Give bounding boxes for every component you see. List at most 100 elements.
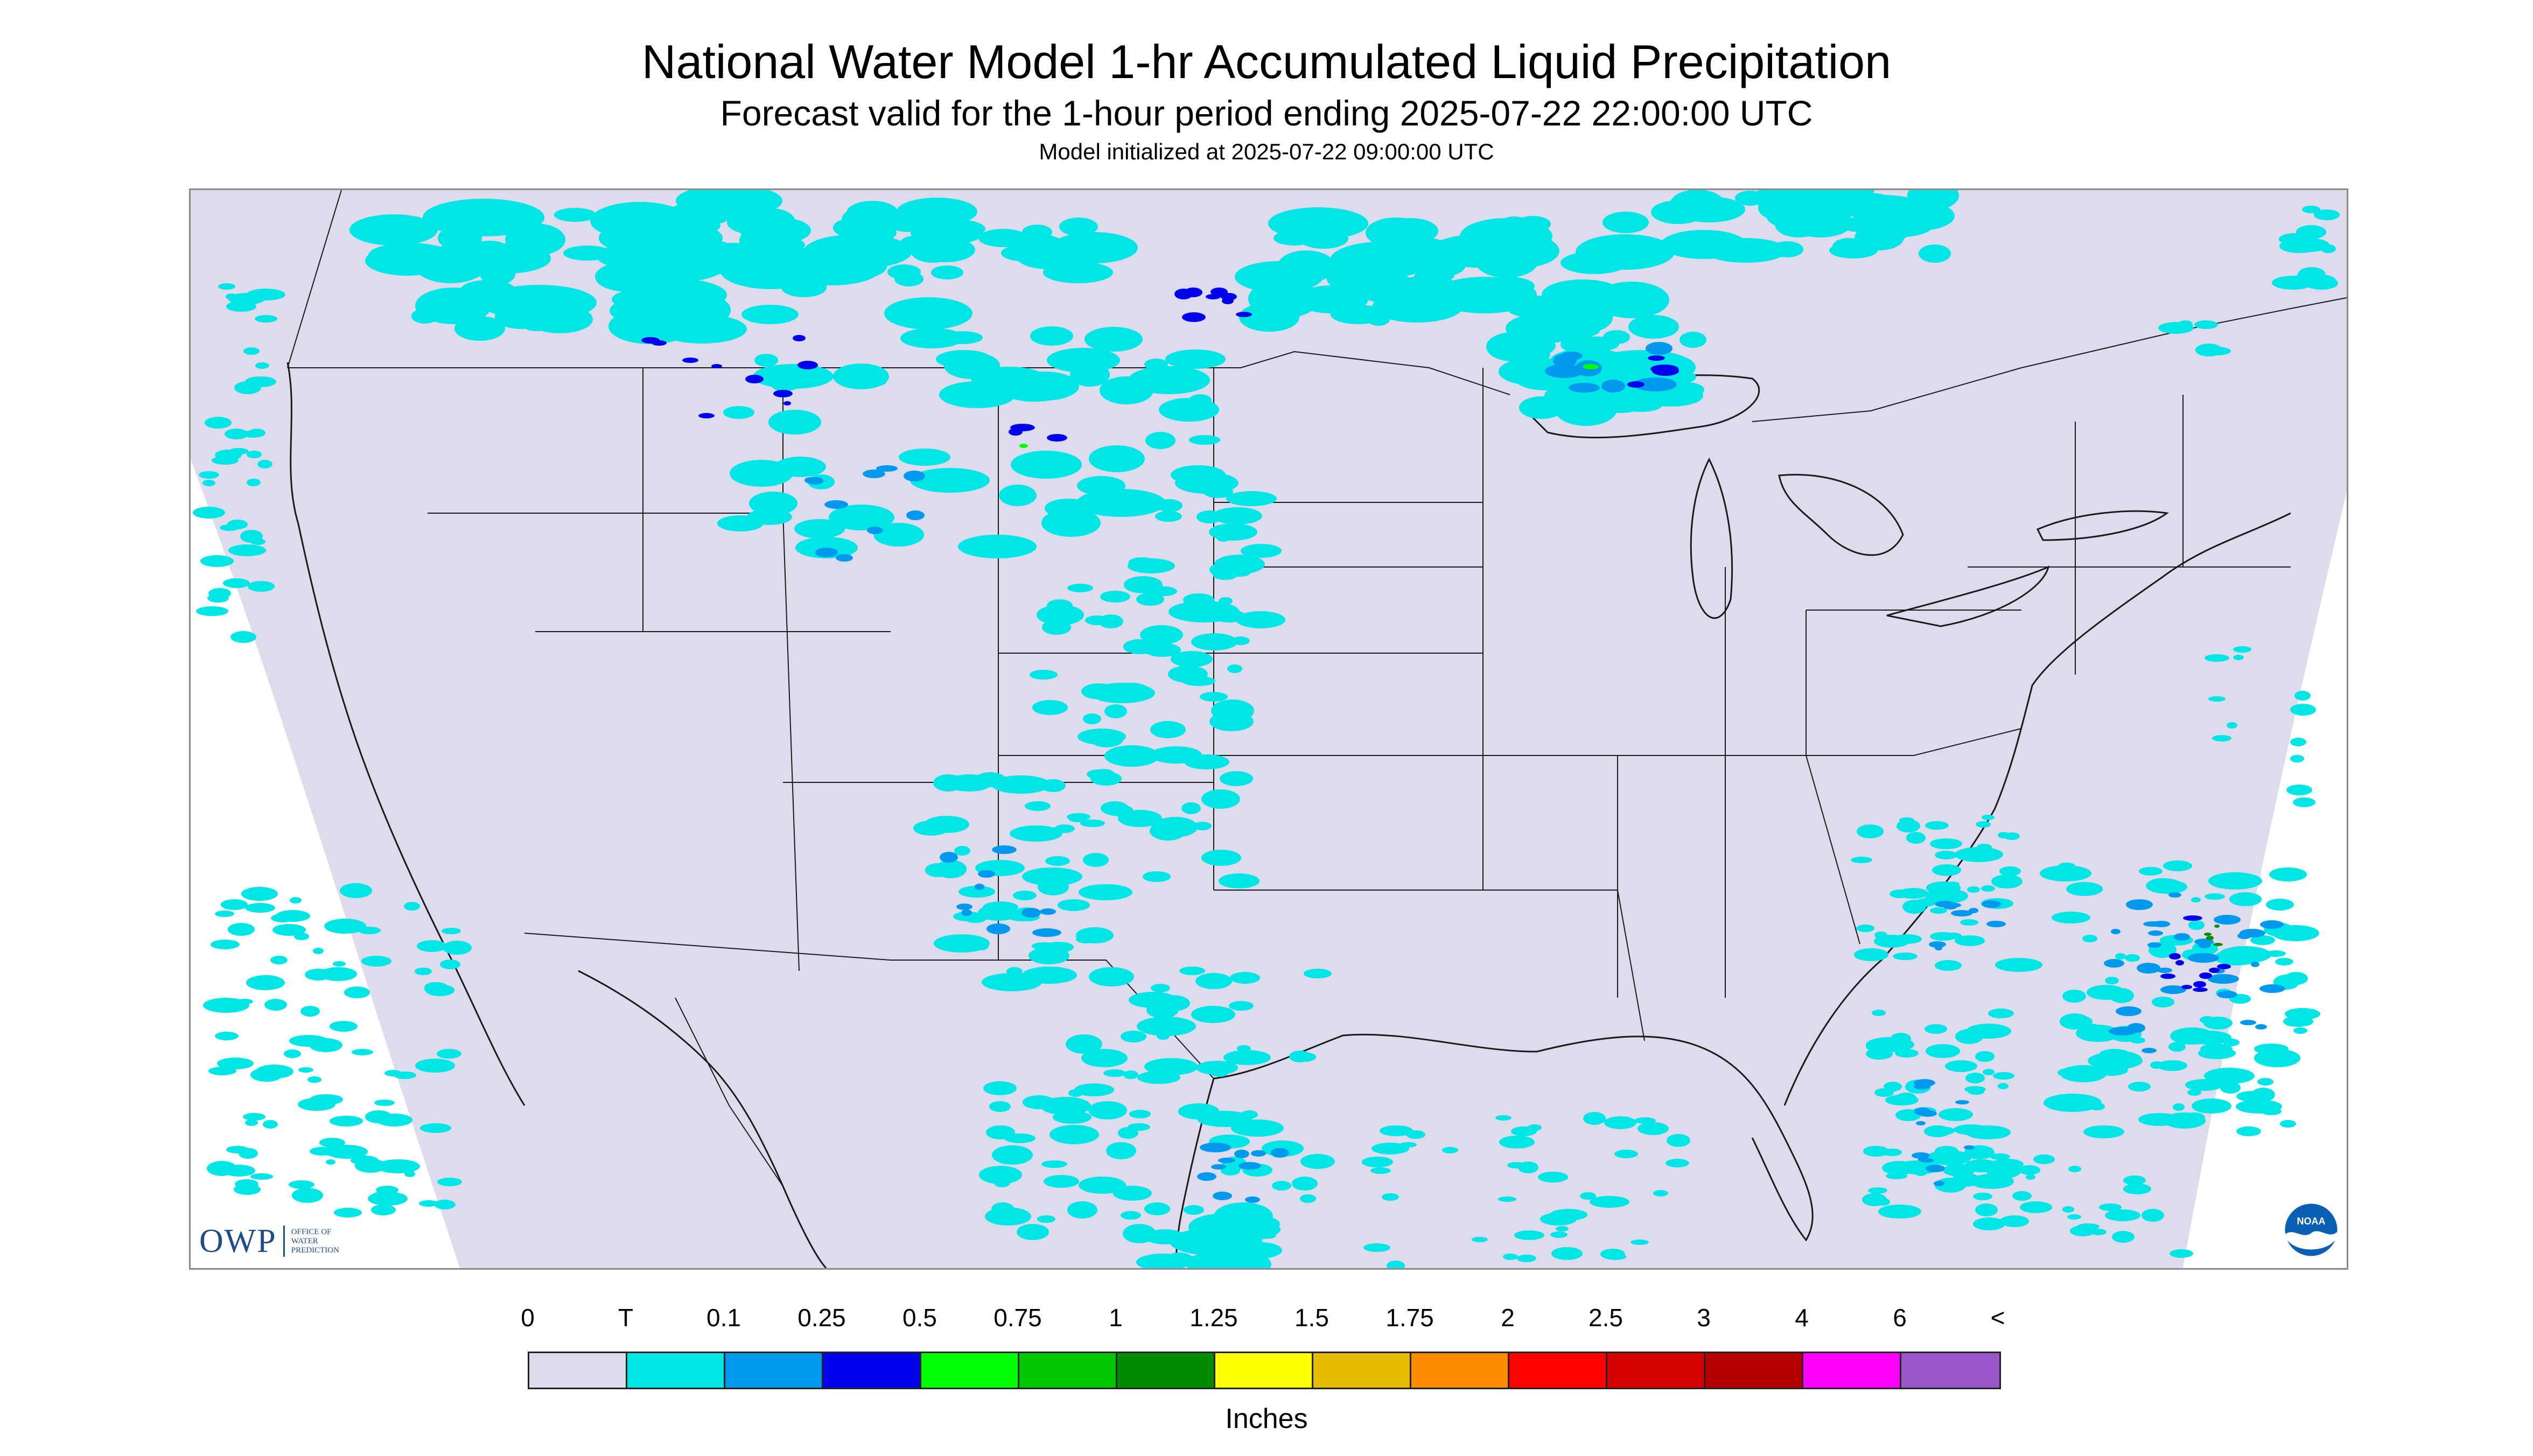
precip-cell: [1030, 326, 1073, 346]
precip-cell: [1274, 230, 1314, 246]
precip-cell: [1680, 332, 1706, 348]
precip-cell: [247, 479, 261, 486]
precip-cell: [2208, 696, 2226, 702]
precip-cell: [1569, 383, 1600, 393]
precip-cell: [931, 265, 963, 279]
precip-cell: [2296, 225, 2326, 239]
precip-cell: [1387, 1261, 1405, 1268]
precip-cell: [1196, 510, 1222, 523]
precip-cell: [911, 239, 955, 263]
precip-cell: [1973, 1217, 2005, 1230]
precip-cell: [1128, 1123, 1150, 1131]
precip-cell: [2212, 735, 2231, 741]
legend-label: <: [1990, 1304, 2005, 1332]
precip-cell: [255, 362, 269, 369]
precip-cell: [956, 904, 972, 910]
precip-cell: [1053, 1111, 1091, 1124]
precip-cell: [247, 289, 285, 300]
precip-cell: [2070, 1226, 2096, 1236]
precip-cell: [1209, 523, 1257, 541]
precip-cell: [1289, 1051, 1311, 1062]
color-legend: [528, 1352, 2001, 1389]
precip-cell: [1045, 499, 1092, 518]
precip-cell: [2213, 943, 2223, 946]
precip-cell: [424, 982, 449, 995]
precip-cell: [1926, 881, 1961, 894]
precip-cell: [1174, 289, 1193, 299]
precip-cell: [1499, 1136, 1535, 1149]
precip-cell: [471, 241, 508, 255]
precip-cell: [2209, 968, 2220, 973]
precip-cell: [2200, 1044, 2233, 1054]
precip-cell: [1137, 1071, 1180, 1084]
legend-swatch: [1215, 1353, 1313, 1388]
precip-cell: [1059, 218, 1098, 236]
precip-cell: [1925, 821, 1949, 830]
precip-cell: [460, 280, 515, 299]
legend-label: 0.1: [706, 1304, 741, 1332]
precip-cell: [2233, 655, 2244, 660]
precip-cell: [2115, 953, 2126, 960]
precip-cell: [876, 465, 898, 472]
precip-cell: [1935, 901, 1955, 907]
precip-cell: [334, 1208, 362, 1217]
precip-cell: [989, 1101, 1011, 1112]
precip-cell: [1551, 1247, 1583, 1260]
precip-cell: [793, 335, 806, 341]
precip-cell: [1041, 779, 1066, 792]
legend-label: 2: [1501, 1304, 1515, 1332]
precip-cell: [217, 1058, 254, 1069]
precip-cell: [270, 956, 288, 964]
precip-cell: [1234, 1150, 1249, 1158]
precip-cell: [1926, 1044, 1960, 1058]
precip-cell: [2040, 865, 2091, 881]
precip-cell: [202, 480, 215, 486]
precip-cell: [1216, 533, 1230, 542]
precip-cell: [2174, 933, 2190, 941]
precip-cell: [1981, 885, 1995, 892]
precip-cell: [670, 204, 706, 220]
precipitation-field: [193, 190, 2340, 1268]
great-lakes: [1524, 374, 2169, 627]
precip-cell: [361, 956, 391, 967]
precip-cell: [961, 909, 972, 916]
precip-cell: [2255, 1024, 2267, 1030]
precip-cell: [803, 234, 912, 269]
precip-cell: [1993, 1072, 2014, 1080]
precip-cell: [2128, 1082, 2151, 1091]
precip-cell: [368, 1192, 408, 1206]
precip-cell: [228, 544, 266, 556]
precip-cell: [1614, 300, 1651, 318]
precip-cell: [245, 1119, 258, 1126]
precip-cell: [794, 465, 815, 477]
precip-cell: [2266, 899, 2294, 911]
precip-cell: [230, 631, 256, 643]
precip-cell: [1201, 789, 1240, 809]
precip-cell: [1499, 358, 1571, 386]
precip-cell: [899, 449, 950, 466]
precip-cell: [2275, 958, 2293, 965]
precip-cell: [310, 1147, 333, 1156]
noaa-logo-text: NOAA: [2297, 1216, 2326, 1227]
precip-cell: [355, 1159, 386, 1173]
precip-cell: [1935, 1146, 1958, 1157]
precip-cell: [1090, 731, 1123, 747]
precip-cell: [1975, 1203, 1998, 1216]
precip-cell: [1081, 1049, 1128, 1067]
precip-cell: [2217, 964, 2231, 969]
precip-cell: [1299, 228, 1348, 249]
precip-cell: [1881, 1149, 1902, 1156]
precip-cell: [1238, 1162, 1261, 1170]
legend-label: 0.5: [902, 1304, 937, 1332]
precip-cell: [1079, 1177, 1126, 1194]
precip-cell: [1067, 584, 1093, 592]
precip-cell: [1100, 591, 1130, 603]
precip-cell: [1030, 670, 1058, 680]
precip-cell: [218, 283, 235, 290]
precip-cell: [1143, 871, 1171, 882]
precip-cell: [1583, 1112, 1606, 1125]
precip-cell: [2152, 997, 2174, 1007]
precip-cell: [2148, 930, 2163, 936]
precip-cell: [1206, 294, 1221, 299]
precip-cell: [1382, 1193, 1399, 1201]
